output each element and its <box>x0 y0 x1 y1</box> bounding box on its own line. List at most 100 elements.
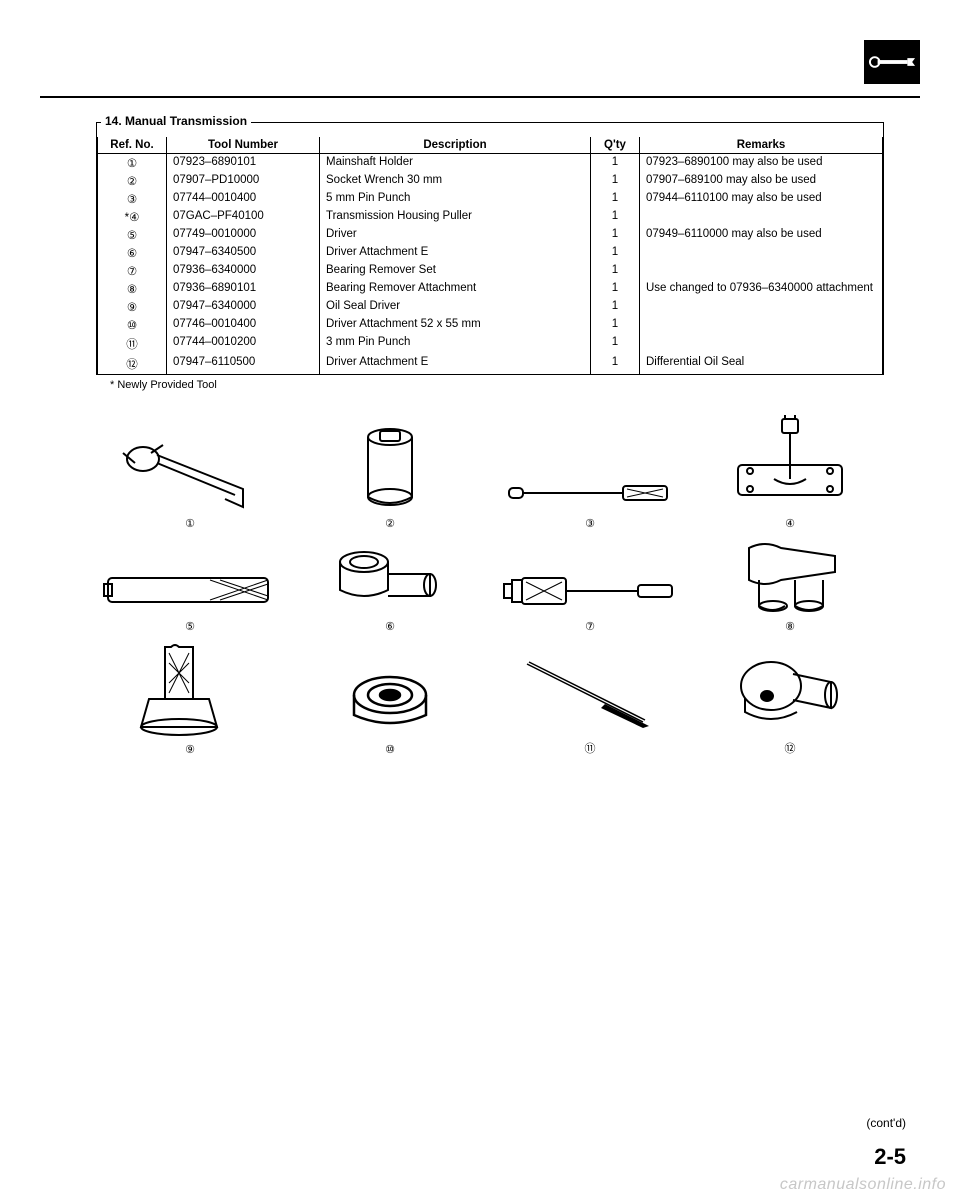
illus-8: ⑧ <box>735 536 845 633</box>
cell-ref: ③ <box>98 190 167 208</box>
cell-rem <box>640 298 883 316</box>
cell-ref: ⑩ <box>98 316 167 334</box>
table-row: ③07744–00104005 mm Pin Punch107944–61101… <box>98 190 883 208</box>
illus-11: ⑪ <box>515 656 665 756</box>
section-legend: 14. Manual Transmission <box>101 114 251 128</box>
cell-qty: 1 <box>591 280 640 298</box>
cell-ref: ① <box>98 154 167 173</box>
table-row: ⑥07947–6340500Driver Attachment E1 <box>98 244 883 262</box>
cell-ref: ② <box>98 172 167 190</box>
cell-ref: ⑨ <box>98 298 167 316</box>
cell-rem <box>640 208 883 226</box>
table-row: ⑪07744–00102003 mm Pin Punch1 <box>98 334 883 354</box>
wrench-icon <box>864 40 920 84</box>
manual-transmission-section: 14. Manual Transmission Ref. No. Tool Nu… <box>96 122 884 375</box>
col-ref: Ref. No. <box>98 137 167 154</box>
cell-tool: 07907–PD10000 <box>167 172 320 190</box>
cell-desc: Driver <box>320 226 591 244</box>
illus-7: ⑦ <box>500 566 680 633</box>
table-row: ⑩07746–0010400Driver Attachment 52 x 55 … <box>98 316 883 334</box>
cell-tool: 07947–6340000 <box>167 298 320 316</box>
cell-tool: 07923–6890101 <box>167 154 320 173</box>
illus-label: ⑥ <box>385 621 395 633</box>
illus-4: ④ <box>720 413 860 530</box>
illus-label: ④ <box>785 518 795 530</box>
col-rem: Remarks <box>640 137 883 154</box>
illus-label: ⑪ <box>585 743 596 755</box>
illus-label: ② <box>385 518 395 530</box>
illus-9: ⑨ <box>135 639 245 756</box>
illus-5: ⑤ <box>100 566 280 633</box>
cell-qty: 1 <box>591 262 640 280</box>
cell-tool: 07GAC–PF40100 <box>167 208 320 226</box>
table-header-row: Ref. No. Tool Number Description Q'ty Re… <box>98 137 883 154</box>
top-rule <box>40 96 920 98</box>
illus-label: ⑨ <box>185 744 195 756</box>
cell-desc: Driver Attachment E <box>320 244 591 262</box>
cell-desc: Driver Attachment E <box>320 354 591 374</box>
illus-label: ③ <box>585 518 595 530</box>
cell-qty: 1 <box>591 190 640 208</box>
cell-desc: 3 mm Pin Punch <box>320 334 591 354</box>
illus-label: ⑤ <box>185 621 195 633</box>
cell-qty: 1 <box>591 334 640 354</box>
cell-tool: 07744–0010200 <box>167 334 320 354</box>
cell-qty: 1 <box>591 354 640 374</box>
illus-label: ⑫ <box>785 743 796 755</box>
illus-6: ⑥ <box>330 546 450 633</box>
cell-desc: Transmission Housing Puller <box>320 208 591 226</box>
illus-1: ① <box>115 433 265 530</box>
cell-rem: 07907–689100 may also be used <box>640 172 883 190</box>
cell-desc: Bearing Remover Set <box>320 262 591 280</box>
illus-10: ⑩ <box>340 669 440 756</box>
cell-tool: 07744–0010400 <box>167 190 320 208</box>
page-header <box>40 40 920 84</box>
cell-tool: 07746–0010400 <box>167 316 320 334</box>
cell-rem: 07923–6890100 may also be used <box>640 154 883 173</box>
cell-tool: 07947–6340500 <box>167 244 320 262</box>
tool-table: Ref. No. Tool Number Description Q'ty Re… <box>97 137 883 374</box>
cell-tool: 07749–0010000 <box>167 226 320 244</box>
cell-desc: 5 mm Pin Punch <box>320 190 591 208</box>
illus-3: ③ <box>505 473 675 530</box>
cell-ref: ⑦ <box>98 262 167 280</box>
illus-label: ① <box>185 518 195 530</box>
illus-2: ② <box>350 423 430 530</box>
cell-qty: 1 <box>591 172 640 190</box>
cell-ref: *④ <box>98 208 167 226</box>
cell-tool: 07947–6110500 <box>167 354 320 374</box>
cell-tool: 07936–6340000 <box>167 262 320 280</box>
table-row: ⑧07936–6890101Bearing Remover Attachment… <box>98 280 883 298</box>
cell-ref: ⑥ <box>98 244 167 262</box>
cell-ref: ⑤ <box>98 226 167 244</box>
contd-text: (cont'd) <box>866 1116 906 1130</box>
cell-qty: 1 <box>591 226 640 244</box>
illus-12: ⑫ <box>735 656 845 756</box>
col-tool: Tool Number <box>167 137 320 154</box>
cell-qty: 1 <box>591 316 640 334</box>
cell-desc: Socket Wrench 30 mm <box>320 172 591 190</box>
footnote: * Newly Provided Tool <box>110 379 920 391</box>
cell-desc: Driver Attachment 52 x 55 mm <box>320 316 591 334</box>
cell-rem: 07949–6110000 may also be used <box>640 226 883 244</box>
cell-rem <box>640 244 883 262</box>
cell-qty: 1 <box>591 154 640 173</box>
cell-qty: 1 <box>591 208 640 226</box>
cell-desc: Mainshaft Holder <box>320 154 591 173</box>
cell-qty: 1 <box>591 298 640 316</box>
col-qty: Q'ty <box>591 137 640 154</box>
cell-rem <box>640 316 883 334</box>
table-row: ⑤07749–0010000Driver107949–6110000 may a… <box>98 226 883 244</box>
illus-label: ⑦ <box>585 621 595 633</box>
cell-rem <box>640 334 883 354</box>
page-number: 2-5 <box>874 1144 906 1170</box>
cell-ref: ⑧ <box>98 280 167 298</box>
illus-label: ⑩ <box>385 744 395 756</box>
table-row: ②07907–PD10000Socket Wrench 30 mm107907–… <box>98 172 883 190</box>
cell-rem: 07944–6110100 may also be used <box>640 190 883 208</box>
cell-tool: 07936–6890101 <box>167 280 320 298</box>
watermark: carmanualsonline.info <box>780 1176 946 1194</box>
cell-ref: ⑫ <box>98 354 167 374</box>
cell-rem: Differential Oil Seal <box>640 354 883 374</box>
cell-rem: Use changed to 07936–6340000 attachment <box>640 280 883 298</box>
